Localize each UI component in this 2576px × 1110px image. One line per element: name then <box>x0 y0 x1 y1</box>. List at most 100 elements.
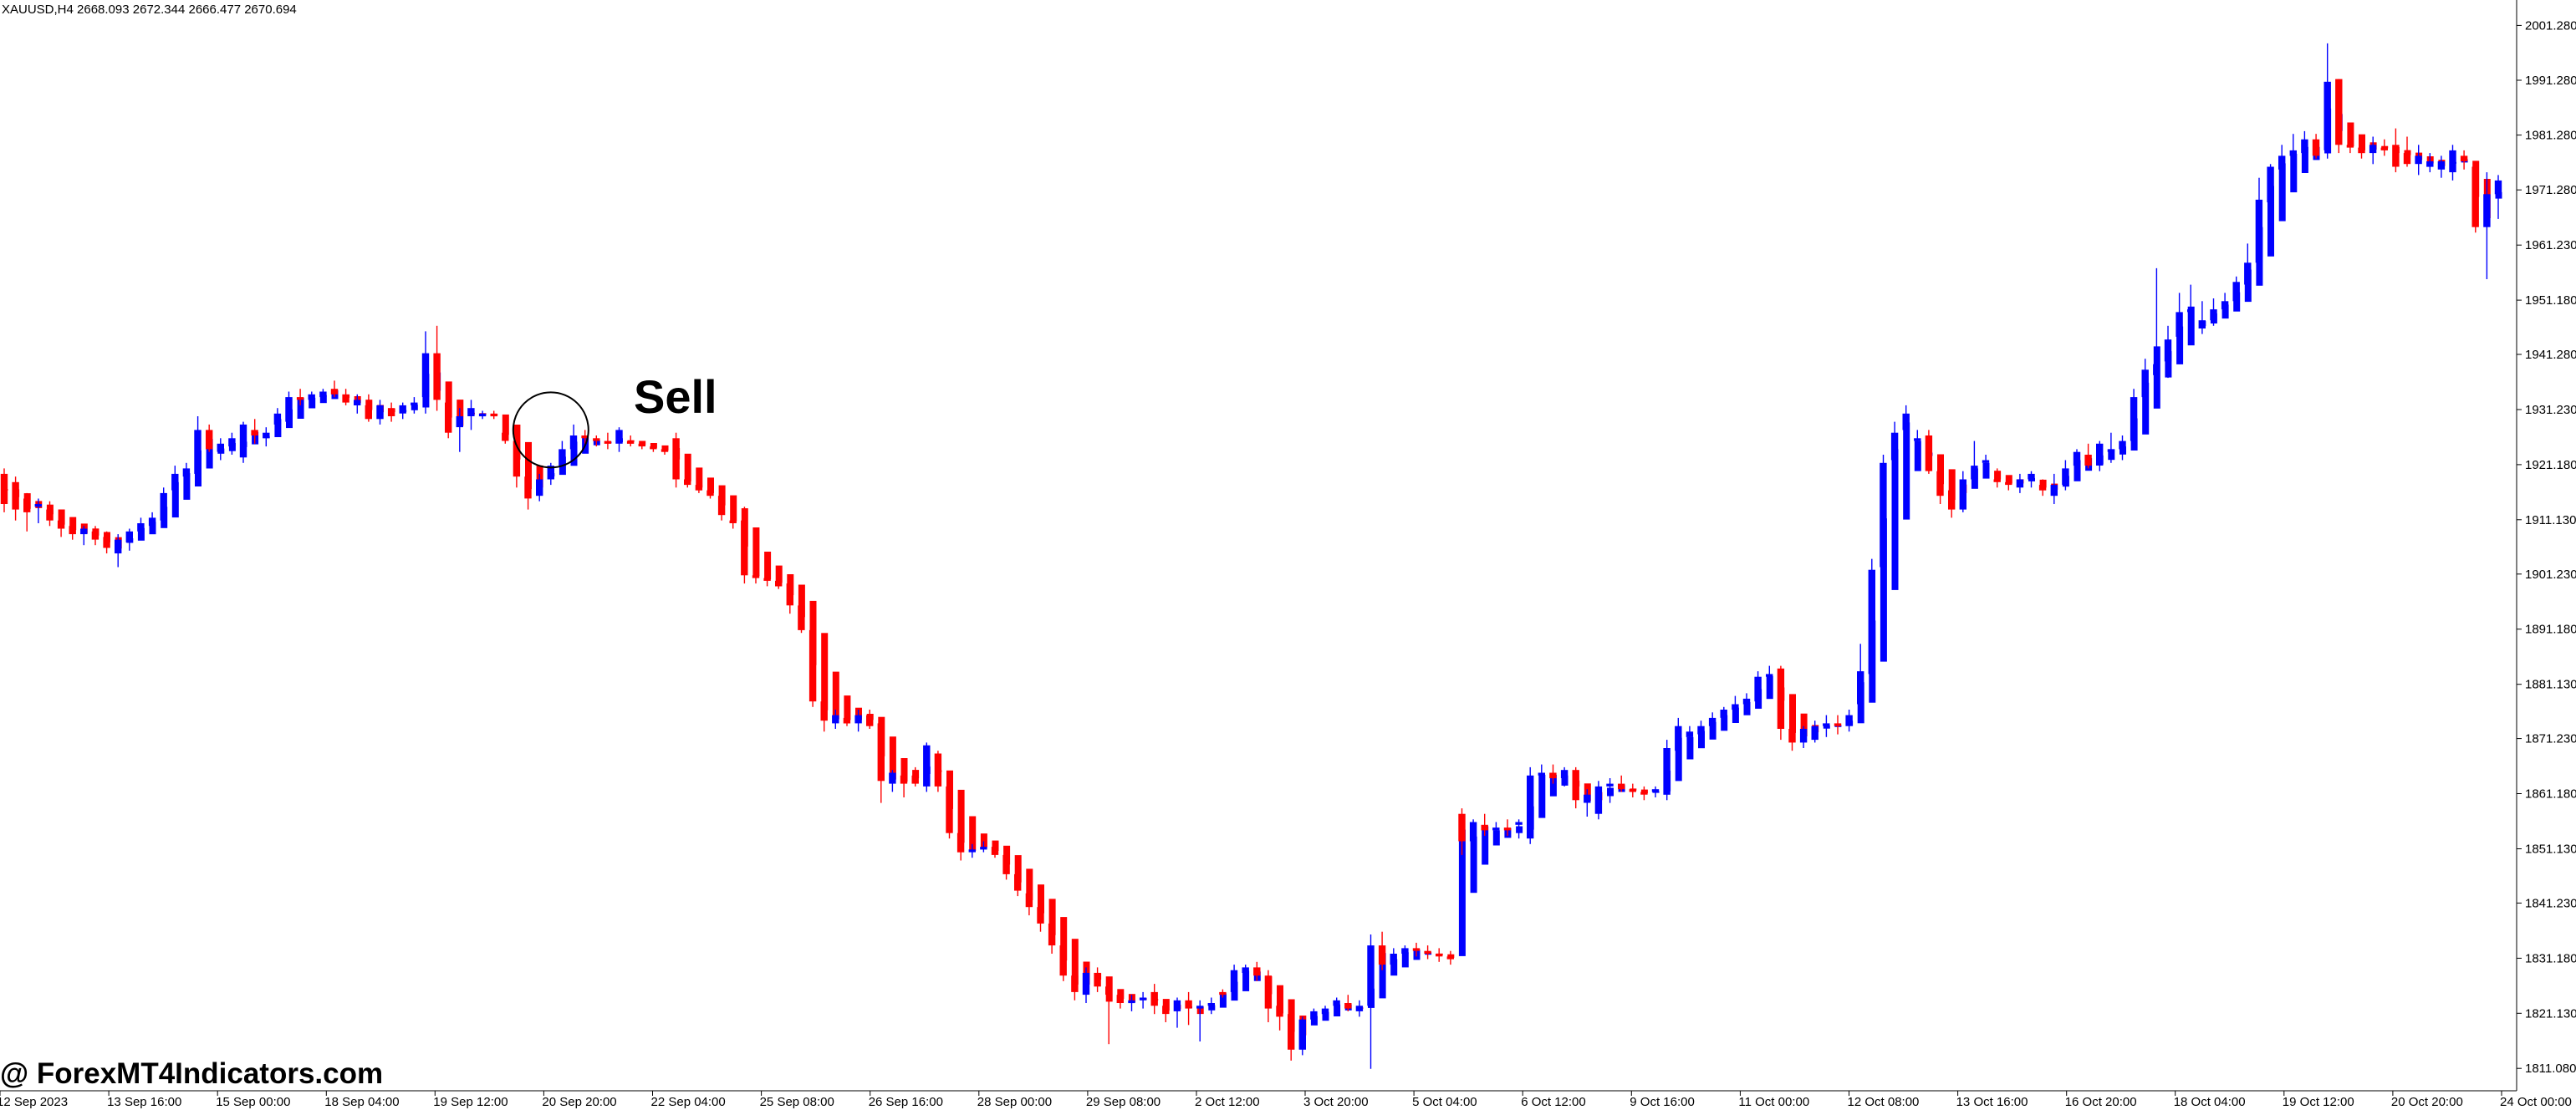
candle-body <box>12 481 19 510</box>
ha-bar <box>752 527 760 577</box>
candle-body <box>2187 309 2195 313</box>
candle-body <box>103 537 110 548</box>
candle-body <box>1059 945 1067 976</box>
candle-body <box>354 400 361 405</box>
time-tick-label: 29 Sep 08:00 <box>1086 1095 1160 1109</box>
ha-bar <box>684 453 691 481</box>
candle-body <box>1766 674 1773 677</box>
candle-body <box>2358 147 2365 154</box>
ha-bar <box>2347 122 2354 146</box>
candle-body <box>2289 150 2297 156</box>
time-tick-label: 18 Sep 04:00 <box>324 1095 399 1109</box>
candle-body <box>775 580 783 587</box>
watermark: @ ForexMT4Indicators.com <box>0 1057 383 1090</box>
candle-body <box>2267 166 2274 203</box>
candle-body <box>2369 145 2377 154</box>
candle-body <box>2494 180 2502 195</box>
candle-body <box>1185 1000 1192 1009</box>
time-tick-label: 20 Oct 20:00 <box>2391 1095 2463 1109</box>
time-tick-label: 6 Oct 12:00 <box>1521 1095 1586 1109</box>
candle-body <box>2392 145 2400 167</box>
candle-body <box>1936 471 1944 496</box>
candle-body <box>763 578 771 581</box>
candle-body <box>946 786 953 833</box>
ha-bar <box>1470 836 1477 894</box>
candle-body <box>1128 1000 1135 1004</box>
candle-body <box>1675 726 1682 751</box>
ha-bar <box>1549 774 1557 797</box>
candle-body <box>1503 827 1512 831</box>
candle-body <box>1584 794 1591 803</box>
candle-body <box>1264 975 1273 1009</box>
candle-body <box>1834 723 1842 726</box>
candle-body <box>1094 972 1101 987</box>
ha-bar <box>2267 186 2274 257</box>
candle-body <box>900 775 908 784</box>
candle-body <box>2232 282 2240 302</box>
ha-bar <box>844 695 851 720</box>
candle-body <box>1242 967 1249 973</box>
price-tick-label: 1901.230 <box>2525 568 2576 582</box>
price-tick-label: 1961.230 <box>2525 238 2576 252</box>
ha-bar <box>764 552 772 580</box>
candle-body <box>285 397 293 422</box>
candle-body <box>786 583 793 606</box>
ha-bar <box>1458 829 1466 956</box>
candle-body <box>2073 451 2081 466</box>
ha-bar <box>889 736 896 780</box>
ha-bar <box>171 481 179 518</box>
candle-body <box>2255 199 2263 263</box>
candle-body <box>1708 717 1716 726</box>
sell-circle-marker <box>512 391 589 469</box>
ha-bar <box>1891 449 1899 590</box>
candle-body <box>593 438 600 441</box>
ha-bar <box>1048 899 1056 935</box>
candle-body <box>57 520 65 529</box>
candle-body <box>1310 1011 1318 1020</box>
candle-body <box>1196 1006 1204 1009</box>
candle-body <box>2119 440 2126 450</box>
candle-body <box>991 847 999 855</box>
ha-bar <box>775 565 783 583</box>
ha-bar <box>707 477 714 493</box>
price-tick-label: 1911.130 <box>2525 513 2576 527</box>
candle-body <box>1139 997 1147 1001</box>
candle-body <box>2176 312 2183 337</box>
candle-body <box>1993 479 2001 482</box>
ha-bar <box>1482 826 1489 865</box>
candle-body <box>160 492 167 521</box>
candle-body <box>2335 79 2343 145</box>
ha-bar <box>1675 737 1682 782</box>
candle-body <box>638 443 645 447</box>
candle-body <box>2244 262 2252 285</box>
candle-body <box>1629 789 1636 792</box>
candle-body <box>308 394 315 400</box>
candle-body <box>2471 166 2479 227</box>
candles-layer <box>0 43 2502 1069</box>
candle-body <box>1606 783 1614 787</box>
candle-body <box>2005 481 2012 486</box>
price-tick-label: 1881.130 <box>2525 678 2576 692</box>
ha-bar <box>297 397 304 419</box>
ha-bar <box>980 833 987 848</box>
time-tick-label: 9 Oct 16:00 <box>1630 1095 1695 1109</box>
candle-body <box>1207 1003 1215 1006</box>
time-tick-label: 22 Sep 04:00 <box>651 1095 726 1109</box>
candle-body <box>1560 770 1569 778</box>
candle-body <box>1857 671 1864 705</box>
candle-body <box>1663 748 1671 795</box>
time-tick-label: 15 Sep 00:00 <box>216 1095 290 1109</box>
time-axis: 12 Sep 2023 13 Sep 16:00 15 Sep 00:00 18 Se… <box>0 1090 2572 1109</box>
price-tick-label: 1871.230 <box>2525 732 2576 746</box>
candle-body <box>626 440 635 444</box>
price-tick-label: 1861.180 <box>2525 787 2576 802</box>
ha-bar <box>1071 939 1079 985</box>
candle-body <box>911 775 919 784</box>
candle-body <box>1025 893 1033 908</box>
candle-body <box>2221 301 2229 310</box>
candle-body <box>615 430 623 444</box>
candle-body <box>1436 954 1443 957</box>
ha-bar <box>2142 382 2150 435</box>
candle-body <box>1276 1006 1283 1017</box>
sell-annotation: Sell <box>512 370 717 469</box>
